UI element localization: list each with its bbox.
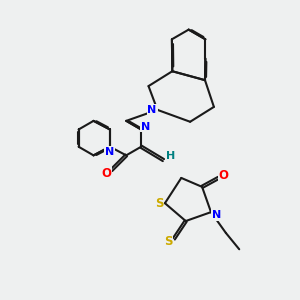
Text: N: N — [148, 105, 157, 115]
Text: S: S — [164, 235, 172, 248]
Text: O: O — [219, 169, 229, 182]
Text: O: O — [101, 167, 111, 180]
Text: N: N — [212, 210, 222, 220]
Text: H: H — [166, 151, 176, 160]
Text: N: N — [141, 122, 150, 131]
Text: S: S — [155, 197, 163, 210]
Text: N: N — [105, 147, 115, 157]
